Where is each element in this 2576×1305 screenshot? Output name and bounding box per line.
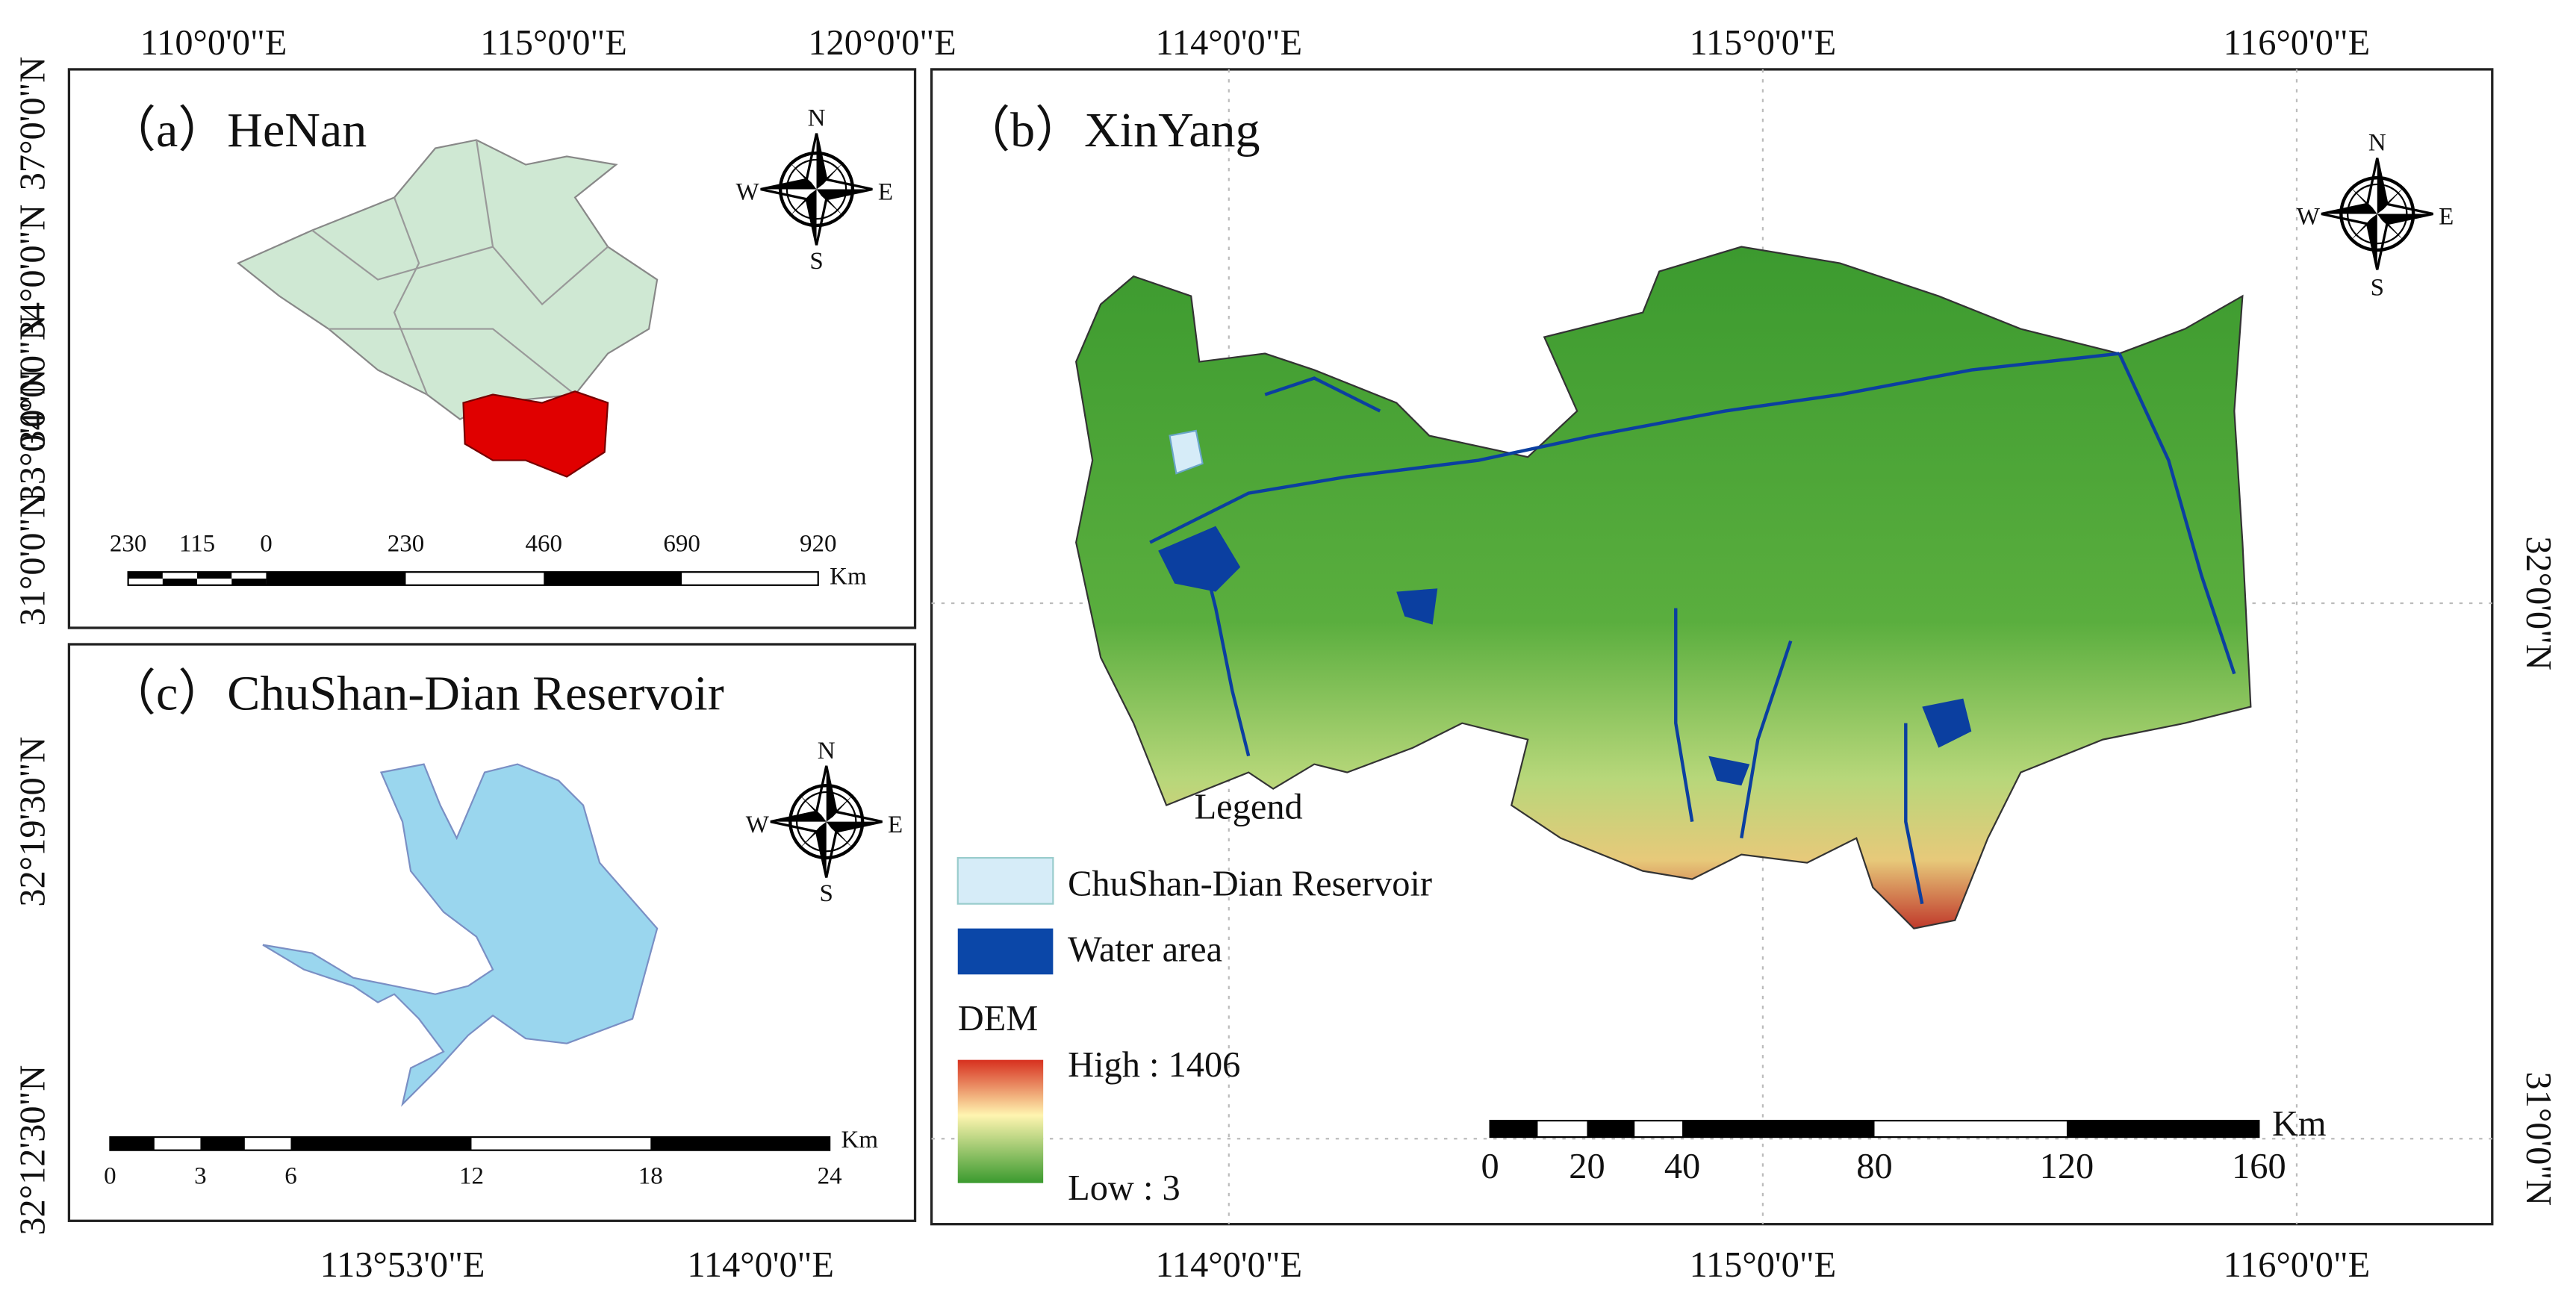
- lat-label: 33°0'0"N: [13, 369, 53, 503]
- lon-label: 115°0'0"E: [480, 23, 627, 63]
- xinyang-dem-map: [1075, 246, 2252, 929]
- lat-label: 34°0'0"N: [13, 314, 53, 449]
- lat-label: 32°19'30"N: [13, 737, 53, 907]
- lon-label: 115°0'0"E: [1690, 1245, 1837, 1285]
- scale-label: 160: [2232, 1147, 2286, 1186]
- scale-unit: Km: [2272, 1104, 2327, 1144]
- panel-title: （a）HeNan: [107, 103, 367, 158]
- lat-label: 32°12'30"N: [13, 1065, 53, 1236]
- legend-label: DEM: [958, 999, 1039, 1038]
- compass-e: E: [878, 179, 893, 206]
- lon-label: 116°0'0"E: [2224, 1245, 2371, 1285]
- lon-label: 113°53'0"E: [320, 1245, 485, 1285]
- compass-n: N: [818, 738, 836, 764]
- lon-label: 110°0'0"E: [140, 23, 287, 63]
- reservoir-location: [1169, 429, 1204, 475]
- compass-w: W: [746, 812, 770, 838]
- scale-bar: [1489, 1119, 2260, 1139]
- scale-bar: [127, 571, 819, 586]
- legend-title: Legend: [1195, 787, 1303, 826]
- scale-unit: Km: [841, 1127, 879, 1153]
- lon-label: 120°0'0"E: [808, 23, 956, 63]
- lat-label: 34°0'0"N: [13, 205, 53, 339]
- scale-label: 80: [1856, 1147, 1892, 1186]
- scale-label: 920: [800, 531, 837, 558]
- reservoir-map: [262, 763, 659, 1107]
- panel-frame: [930, 68, 2494, 1226]
- compass: [2321, 158, 2433, 270]
- lon-label: 116°0'0"E: [2224, 23, 2371, 63]
- panel-title: （b）XinYang: [961, 103, 1260, 158]
- lon-label: 115°0'0"E: [1690, 23, 1837, 63]
- scale-label: 690: [663, 531, 700, 558]
- compass-s: S: [820, 880, 833, 907]
- water-bodies: [1158, 526, 1972, 786]
- scale-label: 0: [260, 531, 273, 558]
- compass-n: N: [2368, 130, 2386, 157]
- scale-label: 0: [1481, 1147, 1499, 1186]
- lon-label: 114°0'0"E: [1156, 1245, 1303, 1285]
- legend-label: Low : 3: [1068, 1168, 1180, 1208]
- lon-label: 114°0'0"E: [687, 1245, 834, 1285]
- lat-label: 31°0'0"N: [2519, 1071, 2558, 1206]
- lon-label: 114°0'0"E: [1156, 23, 1303, 63]
- lat-label: 31°0'0"N: [13, 492, 53, 626]
- scale-label: 3: [194, 1163, 207, 1190]
- compass-s: S: [2371, 274, 2384, 301]
- scale-label: 460: [526, 531, 563, 558]
- panel-frame: [67, 68, 917, 629]
- compass-w: W: [2297, 204, 2321, 231]
- legend-swatch: [957, 928, 1054, 975]
- scale-unit: Km: [830, 564, 867, 591]
- panel-title: （c）ChuShan-Dian Reservoir: [107, 667, 724, 721]
- scale-label: 20: [1569, 1147, 1605, 1186]
- prefecture-borders: [311, 140, 609, 396]
- legend-label: High : 1406: [1068, 1045, 1240, 1085]
- legend-label: Water area: [1068, 930, 1222, 970]
- compass: [761, 134, 873, 246]
- panel-frame: [67, 643, 917, 1222]
- compass-e: E: [2439, 204, 2454, 231]
- lat-label: 37°0'0"N: [13, 57, 53, 191]
- scale-label: 120: [2040, 1147, 2094, 1186]
- compass-n: N: [808, 105, 826, 132]
- scale-label: 18: [638, 1163, 663, 1190]
- scale-label: 6: [284, 1163, 297, 1190]
- scale-label: 230: [110, 531, 147, 558]
- lat-label: 32°0'0"N: [2519, 536, 2558, 670]
- scale-label: 24: [818, 1163, 842, 1190]
- scale-label: 115: [179, 531, 215, 558]
- compass: [771, 766, 883, 878]
- compass-s: S: [809, 248, 823, 275]
- scale-label: 0: [104, 1163, 116, 1190]
- compass-w: W: [736, 179, 760, 206]
- henan-map: [236, 139, 659, 420]
- legend-label: ChuShan-Dian Reservoir: [1068, 865, 1432, 904]
- compass-e: E: [888, 812, 903, 838]
- scale-label: 40: [1664, 1147, 1700, 1186]
- scale-bar: [109, 1136, 831, 1151]
- legend-dem-ramp: [957, 1059, 1044, 1183]
- xinyang-highlight: [462, 390, 609, 478]
- scale-label: 12: [459, 1163, 484, 1190]
- scale-label: 230: [388, 531, 425, 558]
- legend-swatch: [956, 856, 1054, 905]
